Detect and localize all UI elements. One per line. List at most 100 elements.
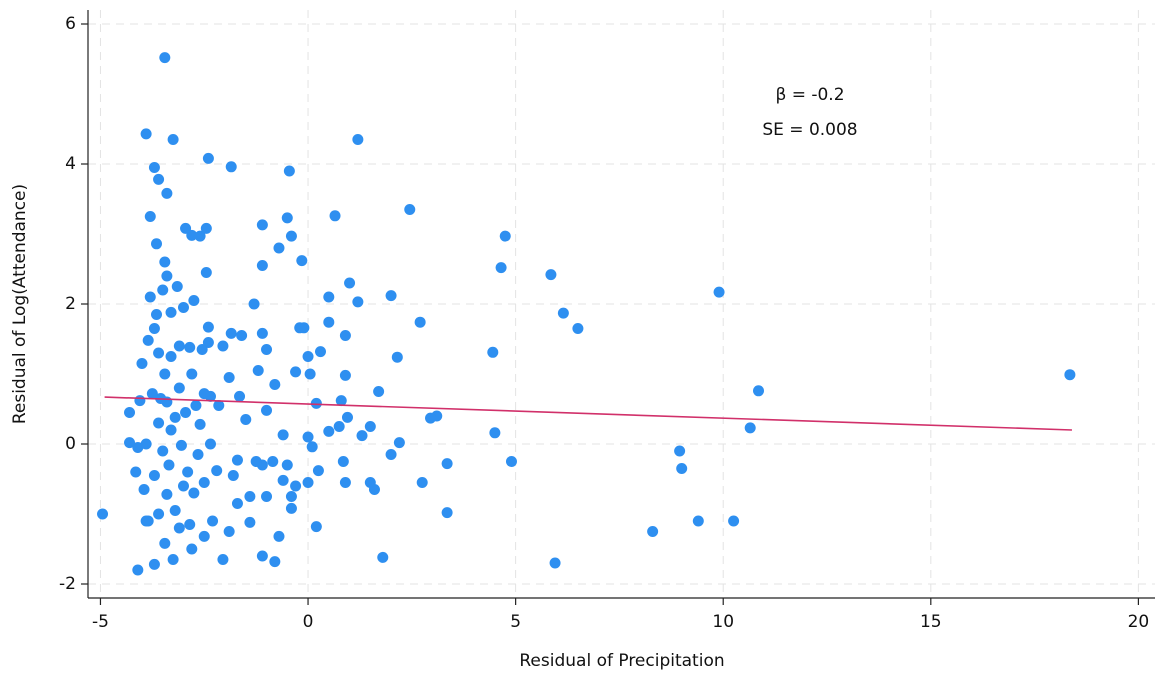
point	[306, 441, 318, 453]
point	[157, 445, 169, 457]
point	[124, 407, 136, 418]
point	[148, 162, 160, 173]
point	[290, 366, 302, 378]
point	[182, 466, 194, 478]
point	[157, 284, 169, 296]
point	[234, 390, 246, 402]
point	[144, 291, 156, 303]
point	[194, 418, 206, 430]
point	[377, 551, 389, 563]
point	[302, 431, 314, 443]
point	[261, 344, 273, 355]
point	[173, 382, 185, 394]
point	[192, 449, 204, 460]
point	[244, 516, 256, 528]
x-tick-label: 10	[712, 612, 734, 632]
point	[676, 463, 688, 474]
point	[364, 421, 376, 432]
point	[557, 307, 569, 319]
point	[294, 322, 306, 334]
point	[692, 515, 704, 527]
x-axis-title: Residual of Precipitation	[519, 651, 724, 671]
point	[204, 438, 216, 450]
point	[184, 341, 196, 353]
point	[146, 388, 158, 400]
point	[356, 430, 368, 442]
point	[169, 411, 181, 423]
point	[151, 309, 163, 320]
point	[250, 456, 262, 467]
point	[236, 330, 248, 341]
point	[425, 412, 437, 424]
point	[186, 368, 198, 380]
point	[1064, 369, 1076, 381]
point	[148, 558, 160, 570]
y-axis-title: Residual of Log(Attendance)	[10, 184, 30, 424]
point	[161, 187, 173, 199]
point	[180, 407, 192, 418]
point	[404, 204, 416, 215]
point	[335, 395, 347, 407]
point	[140, 438, 152, 450]
point	[124, 437, 136, 449]
point	[134, 395, 146, 407]
point	[252, 365, 264, 376]
point	[256, 219, 268, 231]
annotation: β = -0.2	[775, 85, 844, 105]
point	[385, 449, 397, 460]
point	[314, 346, 326, 358]
point	[256, 260, 268, 271]
point	[188, 487, 200, 499]
point	[505, 456, 517, 467]
point	[674, 445, 686, 457]
point	[153, 173, 165, 185]
point	[177, 480, 189, 492]
point	[151, 238, 163, 250]
point	[310, 397, 322, 409]
point	[281, 459, 293, 471]
point	[148, 323, 160, 334]
point	[140, 128, 152, 140]
point	[495, 262, 507, 274]
point	[225, 161, 237, 173]
y-tick-label: 6	[65, 14, 76, 34]
point	[227, 470, 239, 481]
point	[310, 521, 322, 533]
point	[142, 334, 154, 346]
x-tick-label: 5	[510, 612, 521, 632]
point	[352, 134, 364, 145]
point	[240, 414, 252, 425]
point	[373, 386, 385, 397]
annotation: SE = 0.008	[762, 120, 857, 140]
point	[302, 351, 314, 362]
point	[339, 330, 351, 341]
point	[261, 491, 273, 502]
x-tick-label: 0	[303, 612, 314, 632]
point	[333, 421, 345, 432]
point	[290, 480, 302, 492]
point	[339, 477, 351, 488]
point	[269, 379, 281, 390]
x-tick-label: -5	[92, 612, 109, 632]
point	[285, 230, 297, 242]
point	[487, 346, 499, 358]
point	[225, 327, 237, 339]
point	[184, 519, 196, 530]
point	[130, 466, 142, 478]
point	[341, 411, 353, 423]
point	[173, 522, 185, 534]
point	[273, 242, 285, 254]
point	[136, 358, 148, 369]
point	[213, 400, 225, 411]
point	[285, 502, 297, 514]
point	[549, 557, 561, 569]
point	[159, 256, 171, 268]
point	[572, 323, 584, 334]
point	[385, 290, 397, 302]
point	[416, 477, 428, 488]
point	[148, 470, 160, 481]
point	[159, 52, 171, 64]
point	[138, 484, 150, 495]
